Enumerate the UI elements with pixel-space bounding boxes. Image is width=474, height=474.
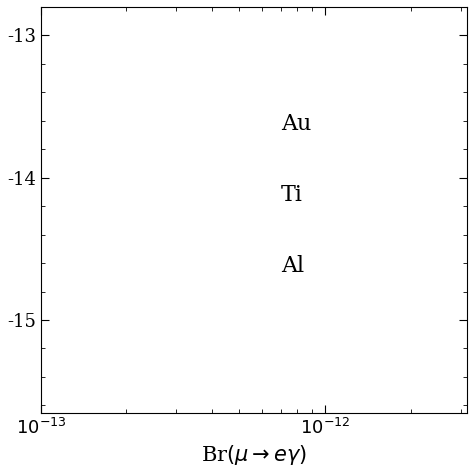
X-axis label: Br$(\mu \rightarrow e\gamma)$: Br$(\mu \rightarrow e\gamma)$	[201, 443, 307, 467]
Text: Al: Al	[281, 255, 304, 277]
Text: Au: Au	[281, 113, 311, 135]
Text: Ti: Ti	[281, 184, 303, 206]
